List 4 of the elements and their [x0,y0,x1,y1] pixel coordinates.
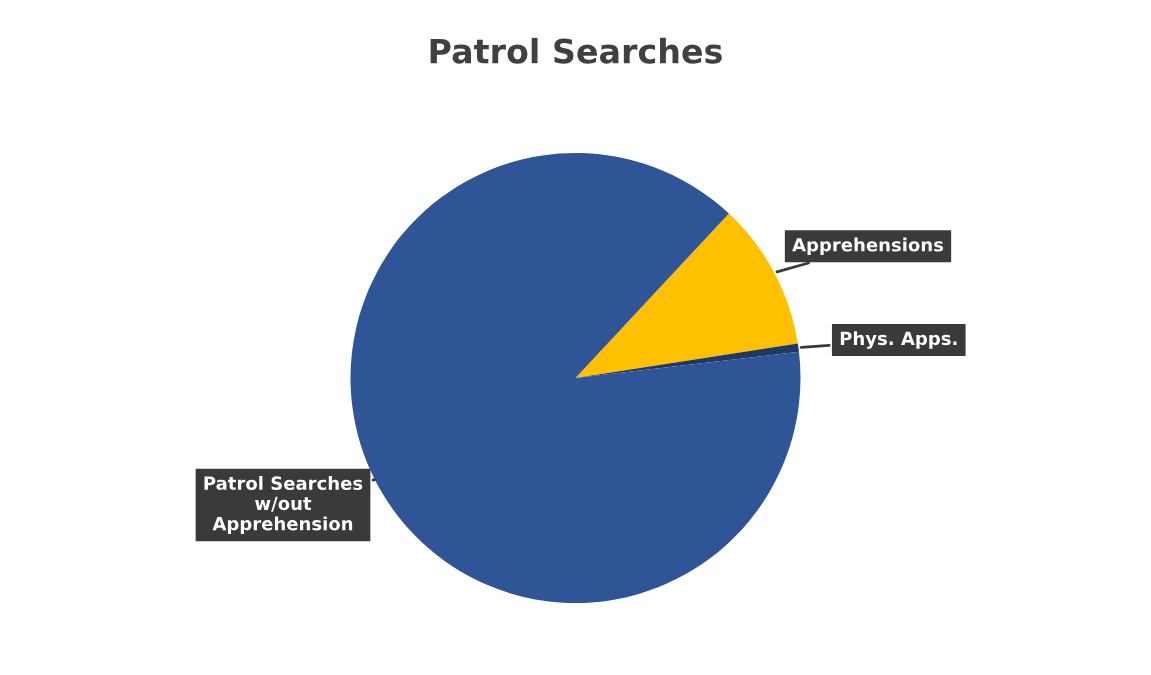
chart-title: Patrol Searches [430,37,722,64]
slice-label: Apprehensions [792,237,944,256]
slice-label: Patrol Searches w/out Apprehension [204,476,363,534]
slice-label: Phys. Apps. [840,331,957,349]
